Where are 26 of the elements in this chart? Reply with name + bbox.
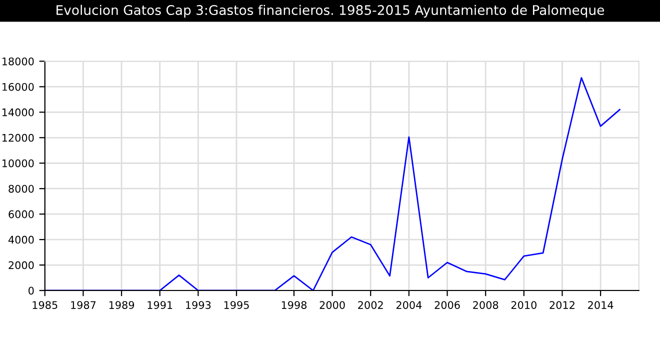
x-tick-label: 2006: [434, 301, 460, 309]
x-tick-label: 1993: [186, 301, 211, 309]
x-tick-label: 1985: [32, 301, 58, 309]
x-tick-label: 2000: [320, 301, 345, 309]
y-tick-label: 10000: [2, 159, 34, 168]
x-tick-label: 2012: [550, 301, 574, 309]
x-tick-label: 2002: [358, 301, 383, 309]
x-tick-label: 2004: [396, 301, 422, 309]
chart-title: Evolucion Gatos Cap 3:Gastos financieros. 1985-2015 Ayuntamiento de Palomeque: [56, 4, 604, 18]
x-tick-label: 1989: [109, 301, 134, 309]
y-tick-label: 4000: [8, 236, 34, 244]
x-tick-label: 2014: [588, 301, 614, 309]
y-tick-label: 0: [28, 286, 34, 295]
y-tick-label: 8000: [8, 184, 34, 193]
x-tick-label: 2008: [473, 301, 498, 309]
x-tick-label: 2010: [511, 301, 536, 309]
y-tick-label: 12000: [2, 134, 34, 142]
y-tick-label: 14000: [2, 108, 34, 116]
x-tick-label: 1998: [282, 301, 307, 309]
x-tick-label: 1991: [148, 301, 172, 309]
y-tick-label: 2000: [8, 261, 34, 270]
y-tick-label: 18000: [2, 57, 34, 66]
x-tick-label: 1995: [224, 301, 249, 309]
x-tick-label: 1987: [71, 301, 96, 309]
y-tick-label: 16000: [2, 82, 34, 91]
y-tick-label: 6000: [8, 210, 34, 218]
